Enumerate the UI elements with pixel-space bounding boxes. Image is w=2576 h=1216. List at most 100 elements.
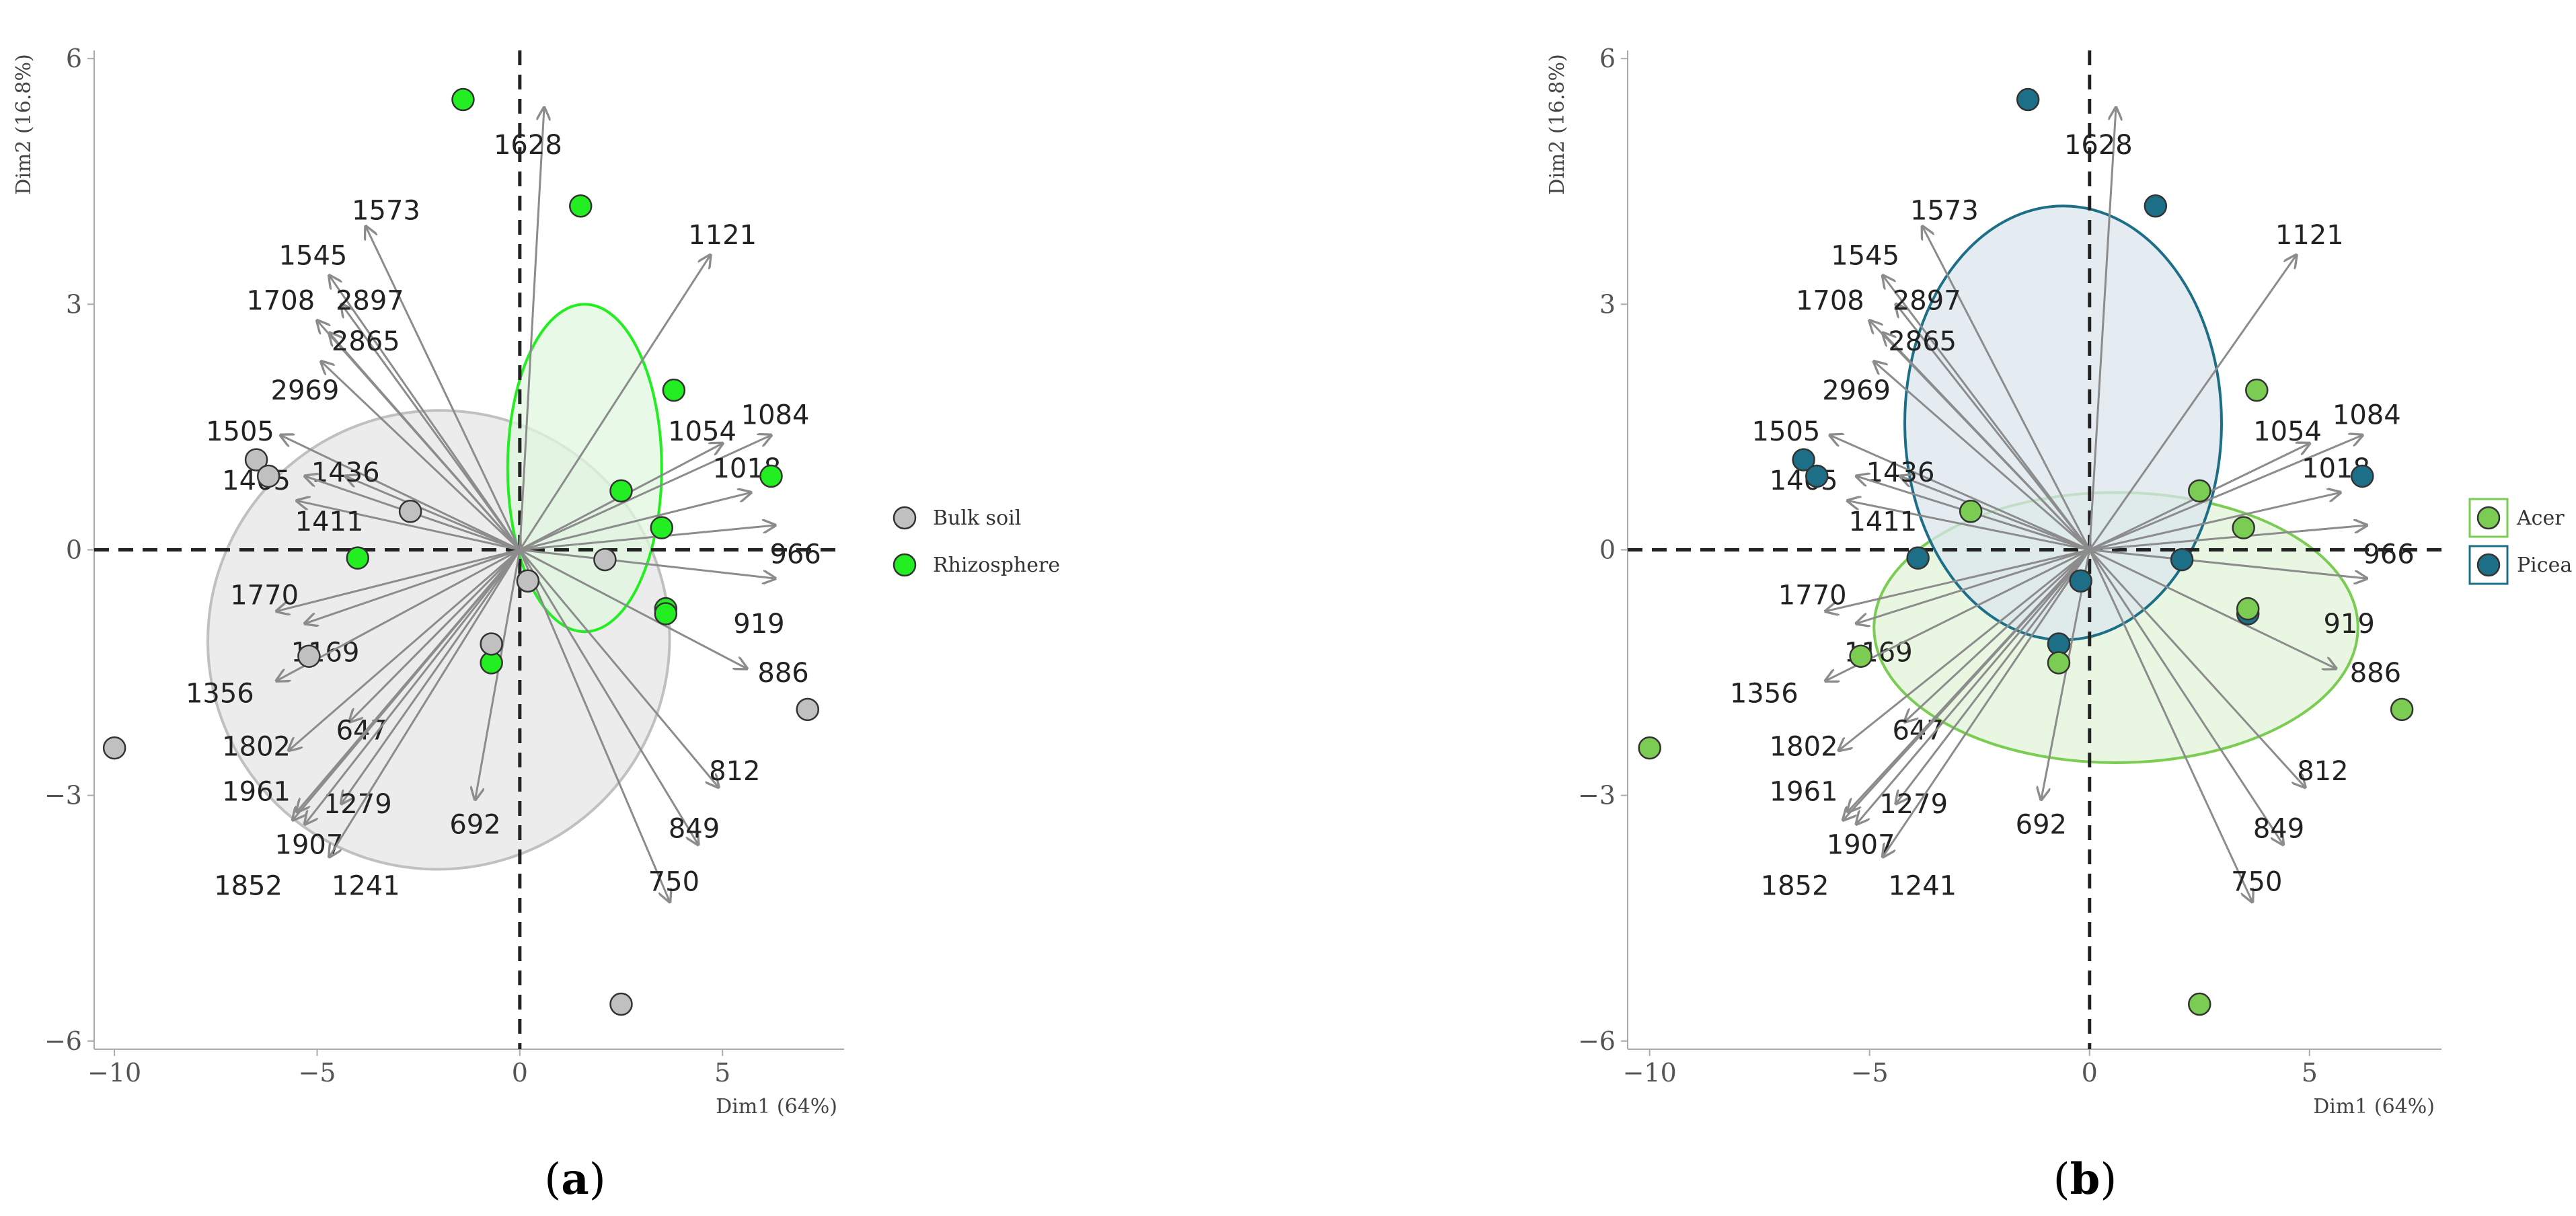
loading-label-692: 692 bbox=[449, 809, 500, 840]
y-tick-label: 3 bbox=[1599, 289, 1616, 319]
loading-label-1121: 1121 bbox=[688, 220, 757, 251]
loading-arrow-1169 bbox=[305, 549, 521, 624]
loading-label-1852: 1852 bbox=[1761, 871, 1829, 902]
x-tick-label: 0 bbox=[512, 1058, 528, 1088]
loading-arrow-1770 bbox=[1825, 549, 2090, 611]
data-point-bulk-soil bbox=[609, 992, 633, 1016]
y-tick-label: −3 bbox=[44, 781, 82, 810]
legend-marker-picea bbox=[2476, 553, 2501, 577]
legend-label-acer: Acer bbox=[2516, 506, 2565, 530]
loading-label-1907: 1907 bbox=[275, 830, 344, 861]
legend-label-picea: Picea bbox=[2517, 554, 2572, 577]
loading-arrow-1411 bbox=[297, 500, 521, 551]
data-point-rhizosphere bbox=[662, 378, 686, 402]
loading-label-886: 886 bbox=[2350, 658, 2401, 689]
loading-arrow-1628 bbox=[2088, 108, 2116, 550]
loading-label-1961: 1961 bbox=[222, 777, 291, 808]
loading-label-1708: 1708 bbox=[1796, 285, 1864, 316]
y-tick-label: 0 bbox=[1599, 535, 1616, 565]
loading-arrow-1121 bbox=[2088, 255, 2296, 551]
loading-arrow-812 bbox=[2088, 549, 2305, 788]
data-point-acer bbox=[2188, 992, 2211, 1016]
loading-arrow-886 bbox=[2089, 549, 2336, 669]
loading-label-1802: 1802 bbox=[1770, 732, 1838, 763]
loading-label-1121: 1121 bbox=[2275, 220, 2344, 251]
data-point-picea bbox=[2170, 547, 2194, 572]
loading-arrow-1505 bbox=[1830, 435, 2090, 551]
panel-label-letter: b bbox=[2070, 1154, 2100, 1205]
loading-label-1356: 1356 bbox=[1730, 679, 1798, 710]
data-point-bulk-soil bbox=[593, 547, 617, 572]
data-point-rhizosphere bbox=[346, 546, 370, 570]
x-tick-label: −10 bbox=[1623, 1058, 1677, 1088]
loading-arrow-849 bbox=[519, 549, 698, 845]
loading-label-1279: 1279 bbox=[324, 789, 392, 820]
loading-arrow-1505 bbox=[280, 435, 521, 551]
loading-label-750: 750 bbox=[648, 866, 699, 897]
y-tick-label: 6 bbox=[66, 44, 82, 73]
x-axis-title: Dim1 (64%) bbox=[2313, 1095, 2435, 1118]
legend-marker-rhizosphere bbox=[893, 553, 917, 577]
x-tick-label: 5 bbox=[2302, 1058, 2318, 1088]
loading-arrow-1279 bbox=[1896, 549, 2090, 804]
loading-arrow-919 bbox=[2089, 549, 2367, 579]
loading-arrow-1084 bbox=[2089, 435, 2363, 551]
loading-label-2969: 2969 bbox=[1822, 375, 1891, 406]
loading-arrow-1907 bbox=[305, 549, 521, 825]
panel-label: (a) bbox=[544, 1154, 605, 1205]
loading-arrow-1084 bbox=[519, 435, 771, 551]
data-point-bulk-soil bbox=[516, 569, 540, 593]
loading-arrow-1018 bbox=[519, 492, 751, 551]
loading-arrow-1628 bbox=[519, 108, 544, 550]
data-point-rhizosphere bbox=[654, 602, 678, 625]
loading-label-2969: 2969 bbox=[271, 375, 340, 406]
y-tick-label: 0 bbox=[66, 535, 82, 565]
loading-arrow-966 bbox=[519, 525, 775, 551]
loading-label-647: 647 bbox=[336, 715, 387, 746]
panel-label-open-paren: ( bbox=[544, 1155, 561, 1205]
x-axis-title: Dim1 (64%) bbox=[716, 1095, 837, 1118]
panel-label-close-paren: ) bbox=[589, 1155, 606, 1205]
loading-label-1628: 1628 bbox=[2064, 130, 2133, 161]
data-point-bulk-soil bbox=[796, 697, 820, 722]
data-point-rhizosphere bbox=[650, 516, 674, 539]
data-point-acer bbox=[1849, 644, 1872, 668]
loading-label-1961: 1961 bbox=[1770, 777, 1838, 808]
loading-label-1279: 1279 bbox=[1879, 789, 1948, 820]
loading-label-1054: 1054 bbox=[668, 416, 736, 447]
data-point-acer bbox=[1638, 736, 1661, 760]
panel-label-letter: a bbox=[561, 1154, 589, 1205]
data-point-picea bbox=[2016, 87, 2040, 112]
loading-arrow-1279 bbox=[342, 549, 521, 804]
loading-arrow-919 bbox=[519, 549, 775, 579]
loading-label-966: 966 bbox=[2363, 539, 2414, 570]
loading-arrow-1436 bbox=[346, 476, 521, 551]
loading-label-2865: 2865 bbox=[332, 326, 400, 357]
loading-arrow-1241 bbox=[1883, 549, 2091, 857]
loading-label-1852: 1852 bbox=[214, 871, 282, 902]
loading-label-2897: 2897 bbox=[1893, 285, 1961, 316]
data-point-rhizosphere bbox=[451, 87, 475, 112]
loading-label-1907: 1907 bbox=[1827, 830, 1895, 861]
loading-arrow-1802 bbox=[1839, 549, 2090, 751]
loading-arrow-2969 bbox=[1874, 362, 2090, 551]
loading-label-1241: 1241 bbox=[332, 871, 400, 902]
loading-label-1505: 1505 bbox=[1752, 416, 1821, 447]
loading-label-1241: 1241 bbox=[1888, 871, 1957, 902]
legend-label-rhizosphere: Rhizosphere bbox=[933, 554, 1060, 577]
y-tick-label: −6 bbox=[44, 1026, 82, 1056]
loading-label-1411: 1411 bbox=[295, 506, 364, 537]
loading-label-1802: 1802 bbox=[222, 732, 291, 763]
loading-arrow-1436 bbox=[1901, 476, 2090, 551]
loading-arrow-1852 bbox=[293, 549, 521, 821]
data-point-rhizosphere bbox=[568, 194, 593, 218]
loading-label-849: 849 bbox=[669, 813, 720, 844]
loading-label-692: 692 bbox=[2016, 809, 2067, 840]
loading-arrow-2865 bbox=[1883, 333, 2090, 551]
loading-arrow-1573 bbox=[1922, 227, 2091, 551]
data-point-acer bbox=[2236, 597, 2260, 621]
loading-label-919: 919 bbox=[2323, 609, 2374, 640]
loading-arrow-1121 bbox=[519, 255, 710, 551]
data-point-acer bbox=[2245, 378, 2269, 402]
